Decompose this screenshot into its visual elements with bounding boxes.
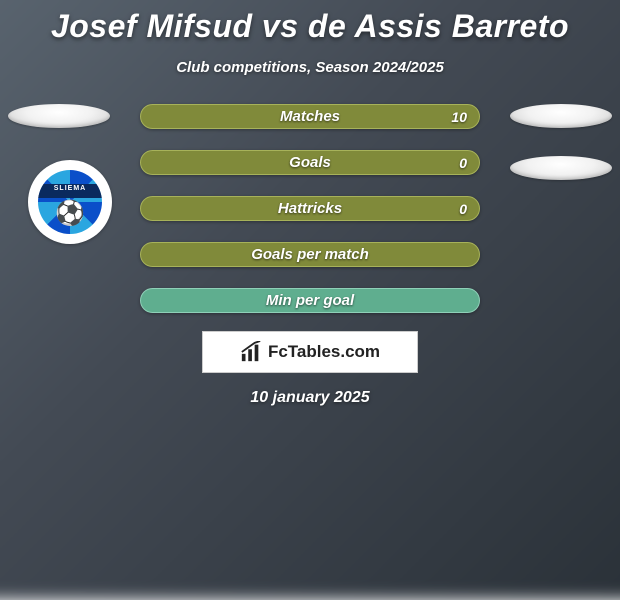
- branding-badge: FcTables.com: [202, 331, 418, 373]
- branding-label: FcTables.com: [268, 342, 380, 362]
- stat-row: Goals 0: [140, 150, 480, 175]
- stat-value-right: 0: [459, 201, 467, 217]
- comparison-area: SLIEMA Matches 10 Goals 0 Hattricks 0 Goals pe…: [0, 104, 620, 313]
- stat-label: Min per goal: [266, 292, 354, 309]
- stat-value-right: 10: [451, 109, 467, 125]
- date-label: 10 january 2025: [250, 389, 369, 407]
- bars-icon: [240, 341, 262, 363]
- stat-row: Hattricks 0: [140, 196, 480, 221]
- player-right-slot-1: [510, 104, 612, 128]
- player-left-slot: [8, 104, 110, 128]
- club-badge: SLIEMA: [28, 160, 112, 244]
- subtitle: Club competitions, Season 2024/2025: [176, 59, 444, 76]
- stat-value-right: 0: [459, 155, 467, 171]
- stat-row: Goals per match: [140, 242, 480, 267]
- stat-label: Goals: [289, 154, 331, 171]
- player-right-slot-2: [510, 156, 612, 180]
- stat-row: Min per goal: [140, 288, 480, 313]
- club-name: SLIEMA: [54, 185, 86, 192]
- stat-rows: Matches 10 Goals 0 Hattricks 0 Goals per match…: [140, 104, 480, 313]
- stat-row: Matches 10: [140, 104, 480, 129]
- page-title: Josef Mifsud vs de Assis Barreto: [51, 8, 569, 45]
- stat-label: Hattricks: [278, 200, 342, 217]
- stat-label: Matches: [280, 108, 340, 125]
- club-shield-icon: SLIEMA: [38, 170, 102, 234]
- stat-label: Goals per match: [251, 246, 369, 263]
